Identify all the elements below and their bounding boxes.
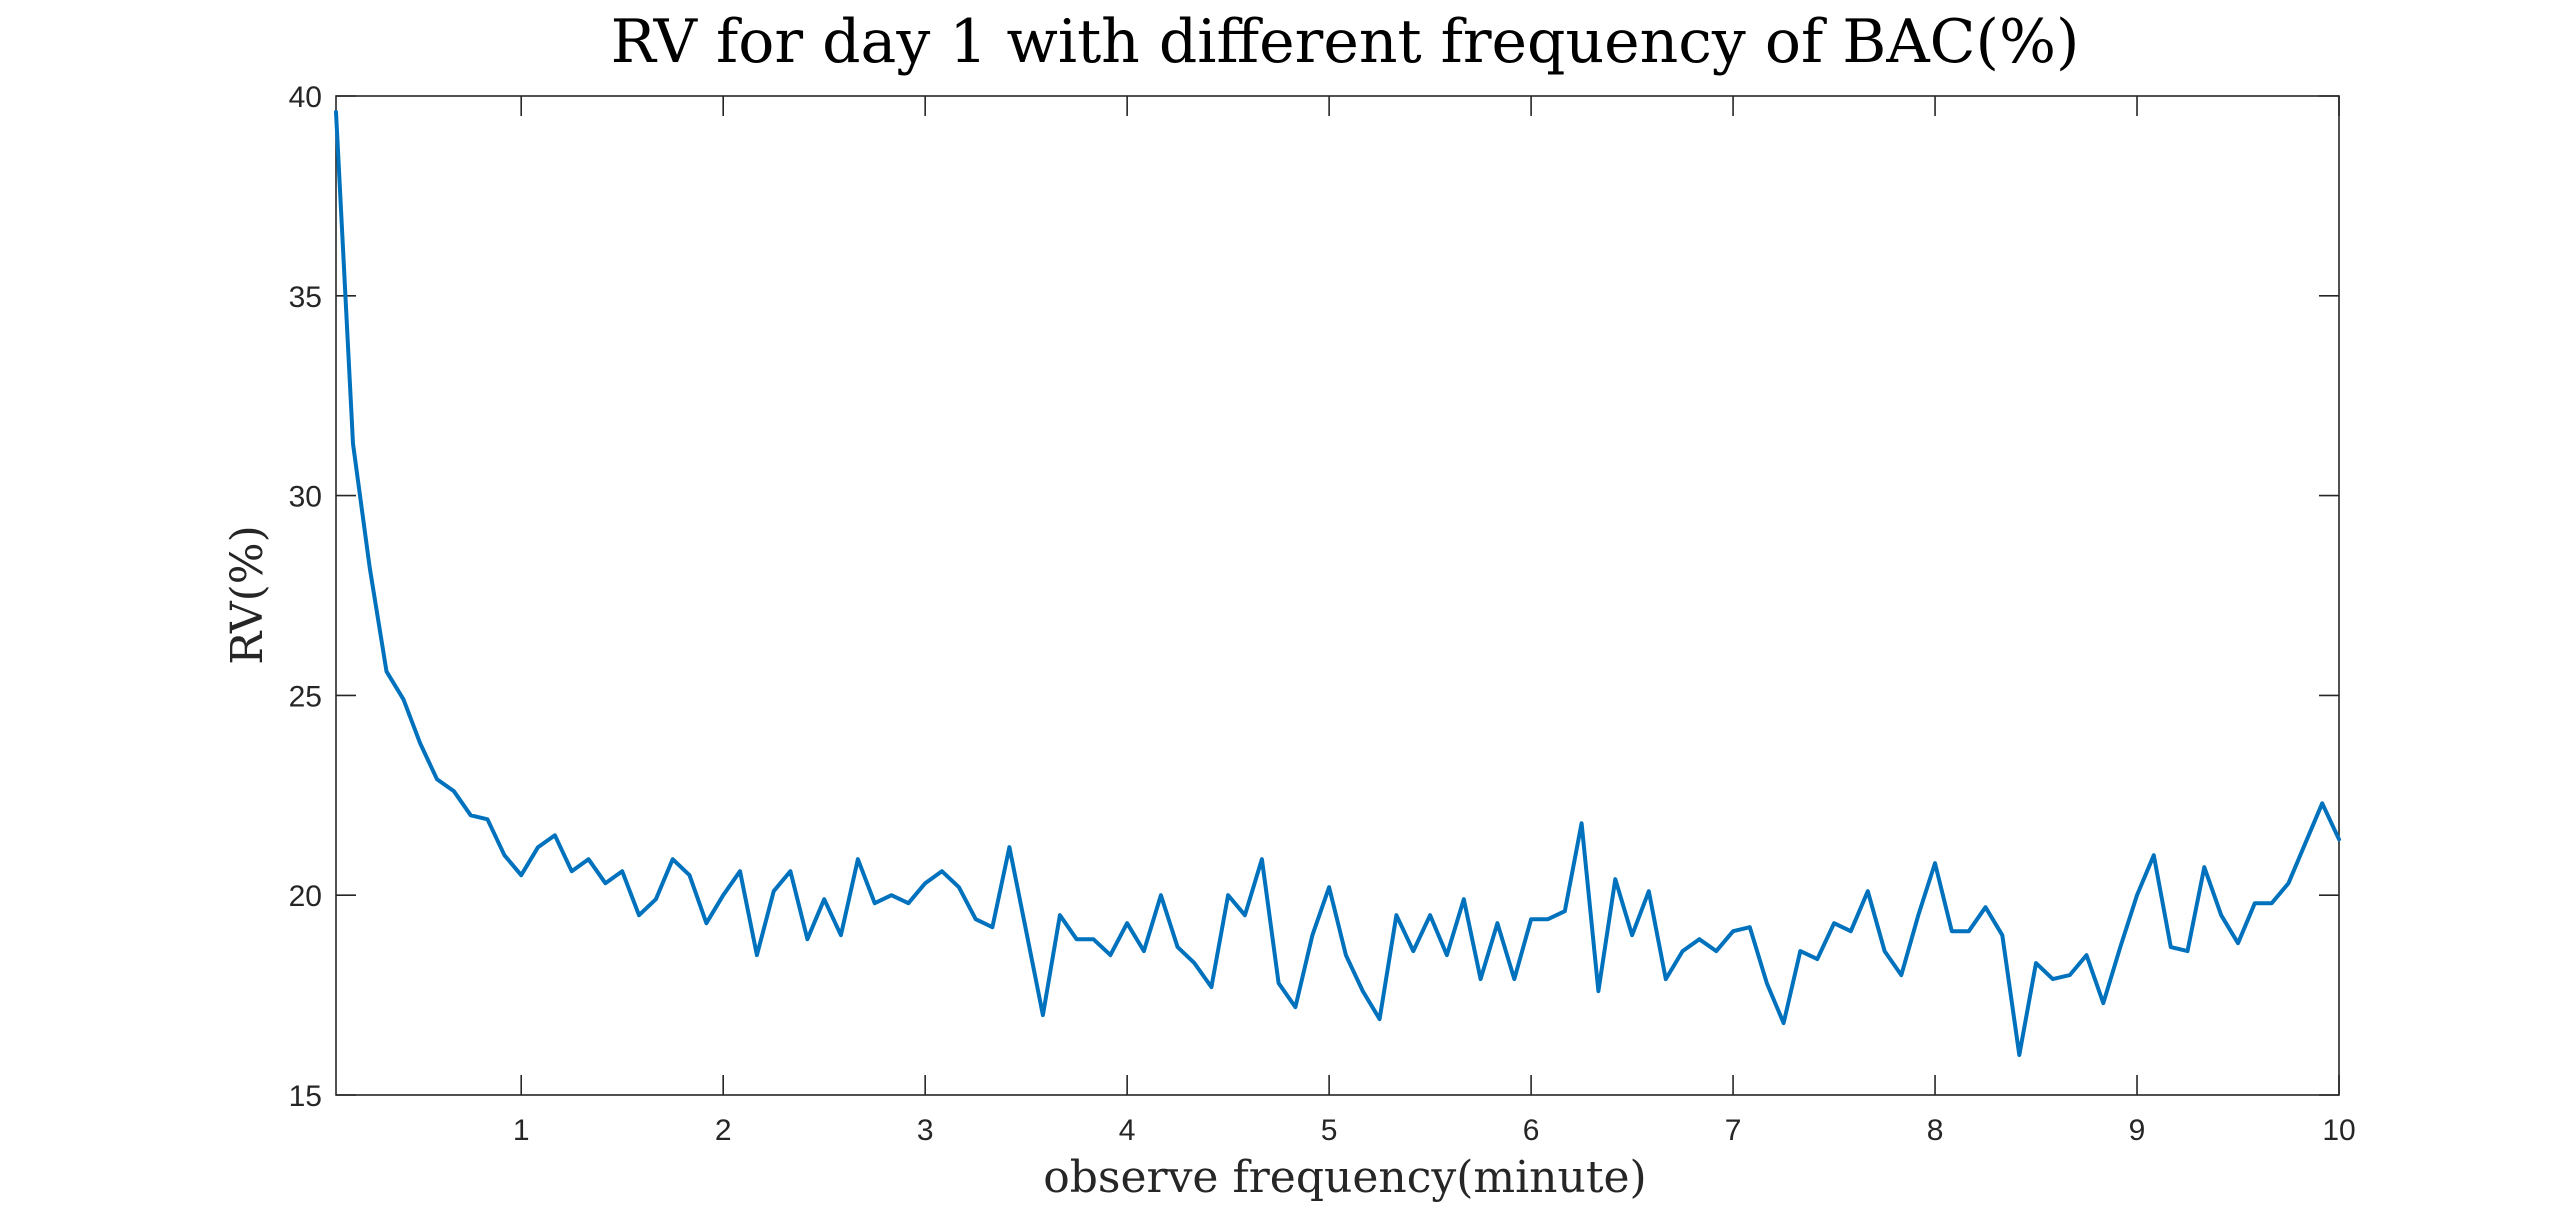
y-tick-label: 25 <box>289 680 322 713</box>
axis-ticks <box>336 95 2340 1096</box>
x-tick-label: 7 <box>1725 1114 1742 1147</box>
y-tick-label: 40 <box>289 81 322 114</box>
x-tick-label: 1 <box>513 1114 530 1147</box>
x-tick-label: 10 <box>2322 1114 2355 1147</box>
chart-title: RV for day 1 with different frequency of… <box>611 7 2080 77</box>
x-tick-label: 9 <box>2129 1114 2146 1147</box>
y-axis-label: RV(%) <box>222 525 273 664</box>
x-axis-label: observe frequency(minute) <box>1043 1152 1646 1203</box>
x-tick-label: 2 <box>715 1114 732 1147</box>
x-tick-label: 4 <box>1119 1114 1136 1147</box>
y-tick-label: 20 <box>289 880 322 913</box>
plot-frame <box>335 95 2340 1096</box>
y-tick-label: 15 <box>289 1080 322 1113</box>
series-group <box>334 110 2341 1057</box>
y-tick-label: 35 <box>289 281 322 314</box>
x-tick-label: 6 <box>1523 1114 1540 1147</box>
axis-tick-labels: 1 2 3 4 5 6 7 8 9 10 15 20 25 30 35 40 <box>289 81 2356 1147</box>
series-line <box>334 110 2341 1057</box>
x-tick-label: 5 <box>1321 1114 1338 1147</box>
y-tick-label: 30 <box>289 481 322 514</box>
x-tick-label: 3 <box>917 1114 934 1147</box>
x-tick-label: 8 <box>1927 1114 1944 1147</box>
